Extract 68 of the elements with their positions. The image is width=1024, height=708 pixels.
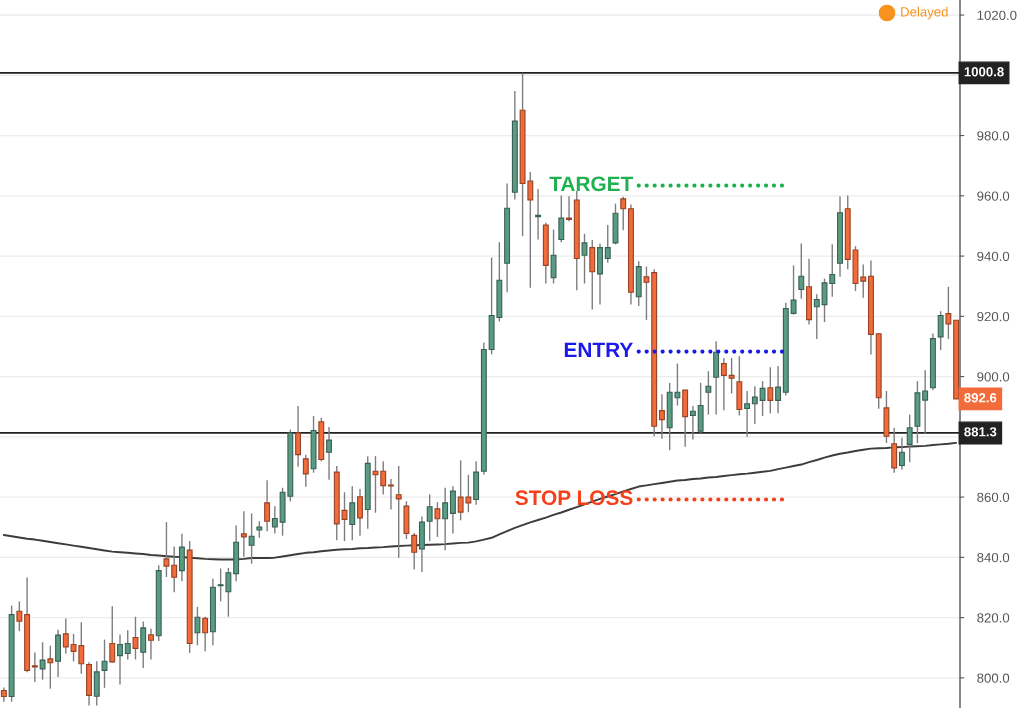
candlestick bbox=[945, 286, 952, 340]
y-tick-label: 920.0 bbox=[977, 311, 1010, 322]
y-tick-label: 820.0 bbox=[977, 613, 1010, 623]
ref-line-label: 881.3 bbox=[964, 427, 997, 437]
candlestick bbox=[47, 644, 54, 690]
candlestick bbox=[434, 501, 441, 538]
series-label: ENTRY bbox=[564, 342, 633, 357]
candlestick bbox=[775, 365, 782, 415]
candlestick bbox=[295, 405, 302, 468]
candlestick bbox=[689, 405, 696, 441]
candlestick bbox=[744, 390, 751, 438]
candlestick bbox=[194, 606, 201, 647]
annotation: 892.6 bbox=[964, 393, 997, 403]
candlestick bbox=[759, 380, 766, 417]
candlestick bbox=[550, 228, 557, 285]
candlestick bbox=[767, 366, 774, 415]
candlestick bbox=[357, 488, 363, 537]
candlestick bbox=[558, 194, 565, 243]
candlestick bbox=[31, 651, 38, 683]
candlestick bbox=[240, 510, 247, 558]
ref-line-label: 1000.8 bbox=[964, 67, 1004, 77]
candlestick bbox=[798, 242, 805, 300]
candlestick bbox=[101, 638, 108, 689]
candlestick bbox=[39, 641, 46, 681]
candlestick bbox=[898, 437, 905, 471]
candlestick bbox=[248, 512, 255, 565]
y-tick-label: 1020.0 bbox=[977, 10, 1017, 20]
candlestick bbox=[658, 393, 665, 440]
y-tick-label: 980.0 bbox=[977, 131, 1010, 141]
candlestick bbox=[535, 188, 542, 241]
candlestick bbox=[922, 369, 929, 435]
y-tick-label: 960.0 bbox=[977, 191, 1010, 201]
y-tick-label: 800.0 bbox=[977, 673, 1010, 683]
y-tick-label: 840.0 bbox=[977, 552, 1010, 563]
candlestick bbox=[411, 532, 418, 571]
candlestick bbox=[178, 533, 185, 582]
annotation: Delayed bbox=[901, 6, 948, 20]
candlestick bbox=[349, 485, 356, 541]
candlestick bbox=[720, 357, 727, 412]
y-tick-label: 940.0 bbox=[977, 251, 1010, 261]
candlestick bbox=[604, 224, 611, 264]
candlestick bbox=[426, 493, 433, 542]
candlestick bbox=[395, 465, 402, 559]
candlestick bbox=[271, 505, 278, 535]
candlestick bbox=[117, 633, 123, 686]
candlestick bbox=[442, 487, 449, 551]
candlestick bbox=[148, 628, 154, 661]
candlestick bbox=[124, 629, 131, 661]
candlestick bbox=[326, 426, 332, 481]
candlestick bbox=[449, 485, 456, 535]
y-tick-label: 900.0 bbox=[977, 372, 1010, 382]
candlestick bbox=[264, 479, 271, 532]
candlestick bbox=[16, 600, 23, 632]
candlestick bbox=[202, 616, 209, 653]
y-tick-label: 860.0 bbox=[977, 492, 1010, 503]
candlestick bbox=[109, 605, 116, 664]
candlestick bbox=[705, 370, 712, 416]
candlestick bbox=[388, 478, 394, 511]
candlestick bbox=[302, 453, 309, 488]
candlestick bbox=[906, 413, 913, 463]
candlestick bbox=[581, 233, 588, 285]
candlestick bbox=[751, 385, 758, 425]
candlestick bbox=[566, 195, 572, 222]
candlestick bbox=[132, 616, 139, 661]
candlestick bbox=[620, 196, 627, 231]
candlestick bbox=[728, 357, 735, 395]
series-label: TARGET bbox=[549, 176, 634, 192]
candlestick bbox=[937, 310, 944, 351]
